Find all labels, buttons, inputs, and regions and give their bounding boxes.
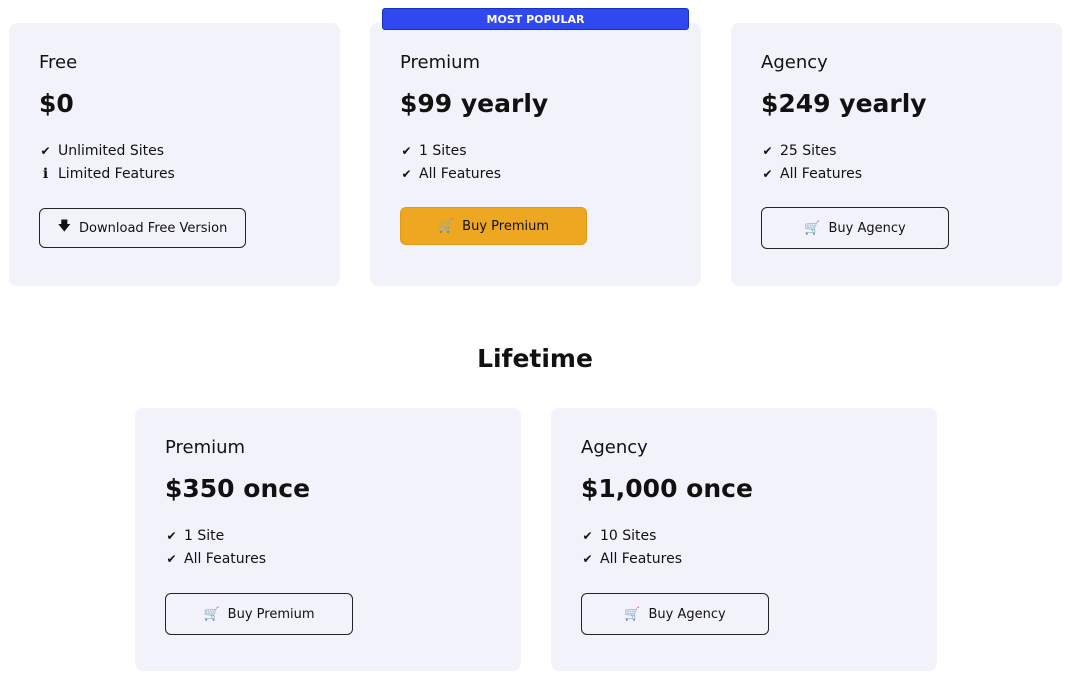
download-free-button[interactable]: 🡇 Download Free Version [39,208,246,248]
feature-item: i Limited Features [39,162,175,185]
lifetime-heading: Lifetime [477,344,593,373]
feature-item: ✔ All Features [401,165,502,182]
plan-price: $249 yearly [761,89,927,118]
check-icon: ✔ [401,166,412,181]
check-icon: ✔ [582,528,593,543]
feature-list: ✔ 25 Sites ✔ All Features [761,139,862,185]
check-icon: ✔ [40,143,51,158]
check-icon: ✔ [582,551,593,566]
feature-item: ✔ 1 Sites [401,142,467,159]
feature-list: ✔ 10 Sites ✔ All Features [581,524,682,570]
plan-title: Premium [165,437,246,458]
plan-price: $0 [39,89,74,118]
plan-card-premium-yearly: Premium $99 yearly ✔ 1 Sites ✔ All Feature… [370,23,701,286]
plan-card-free: Free $0 ✔ Unlimited Sites i Limited Featur… [9,23,340,286]
feature-list: ✔ 1 Site ✔ All Features [165,524,266,570]
cart-icon: 🛒 [624,606,641,622]
plan-title: Free [39,52,78,73]
feature-item: ✔ All Features [582,550,683,567]
buy-agency-lifetime-button[interactable]: 🛒 Buy Agency [581,593,769,635]
buy-premium-lifetime-button[interactable]: 🛒 Buy Premium [165,593,353,635]
plan-card-premium-lifetime: Premium $350 once ✔ 1 Site ✔ All Features … [135,408,521,671]
feature-item: ✔ 10 Sites [582,527,657,544]
cart-icon: 🛒 [804,220,821,236]
buy-premium-yearly-button[interactable]: 🛒 Buy Premium [400,207,587,245]
file-download-icon: 🡇 [57,219,72,234]
feature-item: ✔ All Features [166,550,267,567]
feature-item: ✔ 25 Sites [762,142,837,159]
info-icon: i [42,165,49,182]
feature-item: ✔ 1 Site [166,527,225,544]
cart-icon: 🛒 [203,606,220,622]
feature-list: ✔ 1 Sites ✔ All Features [400,139,501,185]
check-icon: ✔ [401,143,412,158]
plan-title: Premium [400,52,481,73]
check-icon: ✔ [762,166,773,181]
plan-card-agency-lifetime: Agency $1,000 once ✔ 10 Sites ✔ All Featur… [551,408,937,671]
plan-title: Agency [761,52,828,73]
feature-item: ✔ Unlimited Sites [40,142,165,159]
most-popular-badge: MOST POPULAR [382,8,689,30]
check-icon: ✔ [762,143,773,158]
plan-card-agency-yearly: Agency $249 yearly ✔ 25 Sites ✔ All Featur… [731,23,1062,286]
cart-icon: 🛒 [437,218,455,234]
plan-title: Agency [581,437,648,458]
plan-price: $99 yearly [400,89,549,118]
buy-agency-yearly-button[interactable]: 🛒 Buy Agency [761,207,949,249]
plan-price: $350 once [165,474,311,503]
feature-list: ✔ Unlimited Sites i Limited Features [39,139,175,185]
check-icon: ✔ [166,551,177,566]
plan-price: $1,000 once [581,474,753,503]
check-icon: ✔ [166,528,177,543]
feature-item: ✔ All Features [762,165,863,182]
